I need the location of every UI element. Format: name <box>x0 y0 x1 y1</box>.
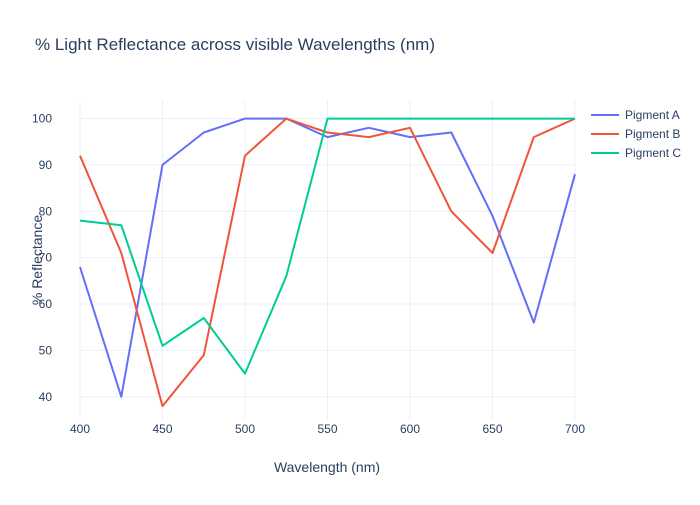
x-tick-label: 550 <box>317 422 337 436</box>
legend-label: Pigment A <box>625 108 680 122</box>
series-line-pigment-c[interactable] <box>79 117 575 375</box>
legend[interactable]: Pigment A Pigment B Pigment C <box>591 108 681 160</box>
legend-label: Pigment B <box>625 127 680 141</box>
series-line-pigment-a[interactable] <box>79 117 576 398</box>
legend-item-pigment-a[interactable]: Pigment A <box>591 108 680 122</box>
series-line-pigment-b[interactable] <box>79 117 576 408</box>
legend-item-pigment-c[interactable]: Pigment C <box>591 146 681 160</box>
y-tick-label: 70 <box>39 251 53 265</box>
y-tick-label: 100 <box>32 112 52 126</box>
axis-ticks: 400 450 500 550 600 650 700 40 50 60 70 80 90 100 <box>32 112 585 436</box>
x-tick-label: 600 <box>400 422 420 436</box>
y-tick-label: 50 <box>39 343 53 357</box>
y-tick-label: 60 <box>39 297 53 311</box>
x-tick-label: 400 <box>70 422 90 436</box>
legend-item-pigment-b[interactable]: Pigment B <box>591 127 680 141</box>
x-axis-title: Wavelength (nm) <box>274 459 380 475</box>
chart-title: % Light Reflectance across visible Wavel… <box>35 35 435 54</box>
series-layer <box>79 117 576 408</box>
x-tick-label: 700 <box>565 422 585 436</box>
x-tick-label: 450 <box>152 422 172 436</box>
y-tick-label: 80 <box>39 204 53 218</box>
x-tick-label: 500 <box>235 422 255 436</box>
y-tick-label: 40 <box>39 390 53 404</box>
legend-label: Pigment C <box>625 146 681 160</box>
y-axis-title: % Reflectance <box>29 215 45 305</box>
y-tick-label: 90 <box>39 158 53 172</box>
x-tick-label: 650 <box>482 422 502 436</box>
